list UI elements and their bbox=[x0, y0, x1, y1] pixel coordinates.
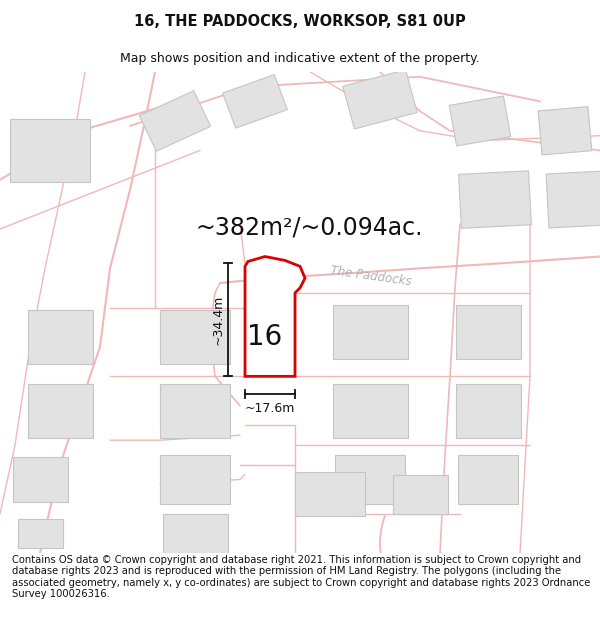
Text: ~34.4m: ~34.4m bbox=[212, 295, 224, 345]
Text: ~382m²/~0.094ac.: ~382m²/~0.094ac. bbox=[195, 215, 422, 239]
Polygon shape bbox=[455, 384, 521, 438]
Polygon shape bbox=[28, 384, 92, 438]
Polygon shape bbox=[160, 310, 230, 364]
Polygon shape bbox=[295, 472, 365, 516]
Polygon shape bbox=[160, 455, 230, 504]
Polygon shape bbox=[458, 171, 532, 228]
Polygon shape bbox=[538, 107, 592, 155]
Polygon shape bbox=[163, 514, 227, 553]
Text: Map shows position and indicative extent of the property.: Map shows position and indicative extent… bbox=[120, 52, 480, 65]
Text: Contains OS data © Crown copyright and database right 2021. This information is : Contains OS data © Crown copyright and d… bbox=[12, 554, 590, 599]
Polygon shape bbox=[392, 474, 448, 514]
Polygon shape bbox=[455, 305, 521, 359]
Polygon shape bbox=[13, 458, 67, 501]
Polygon shape bbox=[458, 455, 518, 504]
Polygon shape bbox=[223, 74, 287, 128]
Polygon shape bbox=[17, 519, 62, 548]
Polygon shape bbox=[10, 119, 90, 182]
Polygon shape bbox=[160, 384, 230, 438]
Polygon shape bbox=[28, 310, 92, 364]
Polygon shape bbox=[546, 171, 600, 228]
Polygon shape bbox=[245, 256, 305, 376]
Text: The Paddocks: The Paddocks bbox=[330, 264, 413, 288]
Polygon shape bbox=[332, 305, 407, 359]
Polygon shape bbox=[343, 70, 417, 129]
Polygon shape bbox=[335, 455, 405, 504]
Polygon shape bbox=[332, 384, 407, 438]
Text: 16, THE PADDOCKS, WORKSOP, S81 0UP: 16, THE PADDOCKS, WORKSOP, S81 0UP bbox=[134, 14, 466, 29]
Polygon shape bbox=[139, 91, 211, 151]
Text: 16: 16 bbox=[247, 323, 283, 351]
Text: ~17.6m: ~17.6m bbox=[245, 402, 295, 415]
Polygon shape bbox=[449, 96, 511, 146]
